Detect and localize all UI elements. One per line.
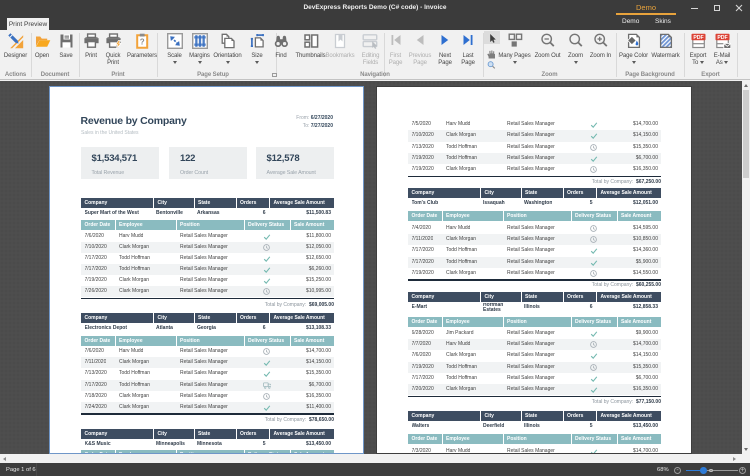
svg-text:PDF: PDF (693, 35, 703, 41)
svg-text:PDF: PDF (717, 35, 727, 41)
svg-text:?: ? (140, 38, 145, 47)
